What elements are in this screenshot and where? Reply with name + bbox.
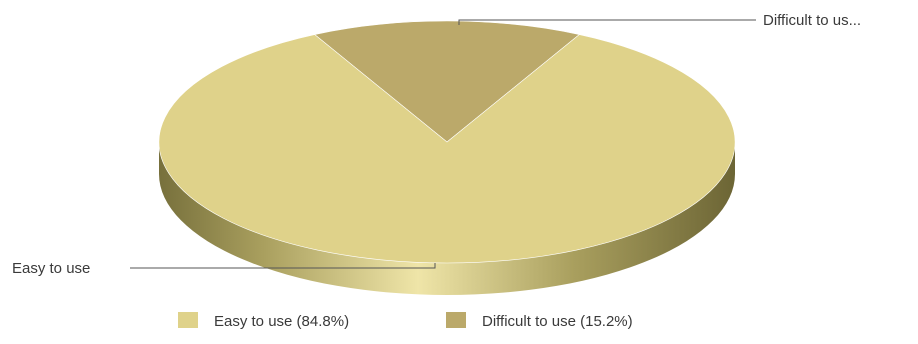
legend-label-difficult-to-use: Difficult to use (15.2%) bbox=[482, 313, 633, 330]
callout-line-easy bbox=[130, 263, 436, 269]
pie-slice-easy-to-use bbox=[158, 34, 736, 264]
legend-swatch-easy-to-use bbox=[178, 312, 198, 328]
pie-side-wall bbox=[159, 142, 735, 295]
callout-label-easy: Easy to use bbox=[12, 260, 90, 277]
pie-side bbox=[159, 142, 735, 295]
legend: Easy to use (84.8%) Difficult to use (15.… bbox=[178, 312, 633, 330]
legend-swatch-difficult-to-use bbox=[446, 312, 466, 328]
callout-line-difficult bbox=[458, 19, 756, 25]
pie-top bbox=[158, 20, 736, 264]
pie-slice-difficult-to-use bbox=[313, 20, 581, 143]
callouts: Difficult to us... Easy to use bbox=[12, 12, 861, 277]
legend-label-easy-to-use: Easy to use (84.8%) bbox=[214, 313, 349, 330]
callout-label-difficult: Difficult to us... bbox=[763, 12, 861, 29]
